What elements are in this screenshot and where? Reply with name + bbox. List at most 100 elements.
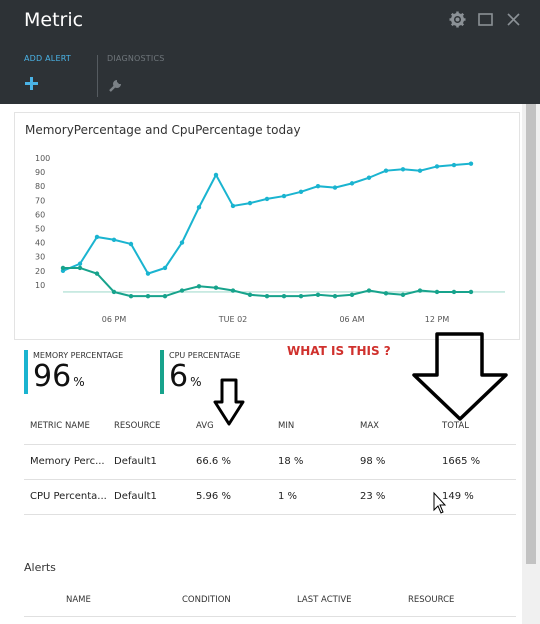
cell-metric-name: CPU Percenta... (30, 491, 107, 502)
cell-max: 98 % (360, 456, 386, 467)
memory-percentage-tile[interactable]: MEMORY PERCENTAGE 96% (24, 350, 154, 394)
data-point (366, 175, 372, 180)
metrics-table-header: METRIC NAME RESOURCE AVG MIN MAX TOTAL (24, 410, 516, 445)
memory-tile-value: 96 (33, 359, 72, 394)
data-point (400, 167, 406, 172)
data-point (264, 196, 270, 202)
cell-avg: 5.96 % (196, 491, 231, 502)
data-point (298, 189, 304, 195)
col-total[interactable]: TOTAL (442, 421, 469, 431)
data-point (264, 293, 270, 299)
data-point (247, 200, 253, 206)
data-point (332, 293, 338, 299)
chart-title: MemoryPercentage and CpuPercentage today (25, 123, 301, 137)
data-point (111, 289, 117, 295)
y-tick-label: 10 (35, 281, 45, 290)
x-tick-label: TUE 02 (218, 315, 248, 324)
data-point (196, 205, 202, 210)
data-point (128, 241, 134, 247)
data-point (162, 293, 168, 299)
data-point (94, 234, 100, 240)
data-point (434, 289, 440, 295)
data-point (145, 293, 151, 299)
metrics-table: METRIC NAME RESOURCE AVG MIN MAX TOTAL M… (24, 410, 516, 515)
data-point (60, 265, 66, 271)
cpu-tile-label: CPU PERCENTAGE (169, 351, 241, 360)
cell-avg: 66.6 % (196, 456, 231, 467)
data-point (383, 291, 389, 296)
cpu-percentage-tile[interactable]: CPU PERCENTAGE 6% (160, 350, 270, 394)
data-point (213, 285, 219, 290)
data-point (179, 240, 185, 245)
vertical-scrollbar[interactable] (522, 104, 540, 624)
table-row[interactable]: CPU Percenta... Default1 5.96 % 1 % 23 %… (24, 480, 516, 515)
x-tick-label: 12 PM (425, 315, 450, 324)
blade-title: Metric (24, 9, 84, 31)
cell-min: 18 % (278, 456, 304, 467)
line-chart: 10 20 30 40 50 60 70 80 90 100 06 PM TUE 02 06 AM 12 … (35, 154, 505, 324)
data-point (111, 237, 117, 242)
y-tick-label: 50 (35, 225, 45, 234)
alerts-col-condition[interactable]: CONDITION (182, 595, 231, 605)
cell-total: 1665 % (442, 456, 481, 467)
col-avg[interactable]: AVG (196, 421, 214, 431)
diagnostics-button[interactable]: DIAGNOSTICS (107, 54, 187, 96)
alerts-section-title: Alerts (24, 561, 56, 574)
data-point (366, 288, 372, 293)
data-point (77, 265, 83, 271)
data-point (162, 265, 168, 271)
scrollbar-thumb[interactable] (526, 104, 536, 564)
x-tick-label: 06 AM (339, 315, 364, 324)
alerts-col-name[interactable]: NAME (66, 595, 91, 605)
memory-tile-color-bar (24, 350, 28, 394)
y-tick-label: 80 (35, 182, 45, 191)
command-separator (97, 55, 98, 97)
data-point (468, 289, 474, 295)
alerts-col-resource[interactable]: RESOURCE (408, 595, 455, 605)
data-point (128, 293, 134, 299)
chart-card[interactable]: MemoryPercentage and CpuPercentage today… (14, 112, 520, 340)
data-point (281, 193, 287, 199)
data-point (213, 172, 219, 178)
table-row[interactable]: Memory Perc... Default1 66.6 % 18 % 98 %… (24, 445, 516, 480)
data-point (434, 164, 440, 169)
maximize-icon[interactable] (477, 11, 494, 28)
alerts-table-header: NAME CONDITION LAST ACTIVE RESOURCE (24, 586, 516, 617)
data-point (417, 168, 423, 173)
data-point (315, 184, 321, 189)
col-resource[interactable]: RESOURCE (114, 421, 161, 431)
cell-total: 149 % (442, 491, 474, 502)
memory-tile-value-wrap: 96% (33, 361, 85, 398)
data-point (247, 292, 253, 297)
data-point (230, 288, 236, 293)
blade-header: Metric ADD ALERT DIAGNOSTICS (0, 0, 540, 104)
y-tick-label: 40 (35, 239, 45, 248)
alerts-col-last-active[interactable]: LAST ACTIVE (297, 595, 352, 605)
data-point (417, 288, 423, 293)
add-alert-button[interactable]: ADD ALERT (24, 54, 84, 96)
data-point (315, 292, 321, 297)
y-tick-label: 100 (35, 154, 50, 163)
memory-tile-unit: % (73, 375, 85, 389)
close-icon[interactable] (505, 11, 522, 28)
cell-min: 1 % (278, 491, 298, 502)
data-point (349, 292, 355, 297)
data-point (179, 288, 185, 293)
series-line-0 (62, 162, 472, 275)
cpu-tile-value: 6 (169, 359, 189, 394)
data-point (451, 162, 457, 168)
y-tick-label: 70 (35, 196, 45, 205)
memory-tile-label: MEMORY PERCENTAGE (33, 351, 124, 360)
col-metric-name[interactable]: METRIC NAME (30, 421, 90, 431)
cpu-tile-value-wrap: 6% (169, 361, 202, 398)
y-tick-label: 30 (35, 253, 45, 262)
window-controls (449, 11, 522, 28)
data-point (332, 185, 338, 190)
data-point (230, 203, 236, 209)
col-max[interactable]: MAX (360, 421, 379, 431)
col-min[interactable]: MIN (278, 421, 295, 431)
y-tick-label: 60 (35, 210, 45, 219)
gear-icon[interactable] (449, 11, 466, 28)
data-point (77, 261, 83, 266)
data-point (349, 181, 355, 186)
